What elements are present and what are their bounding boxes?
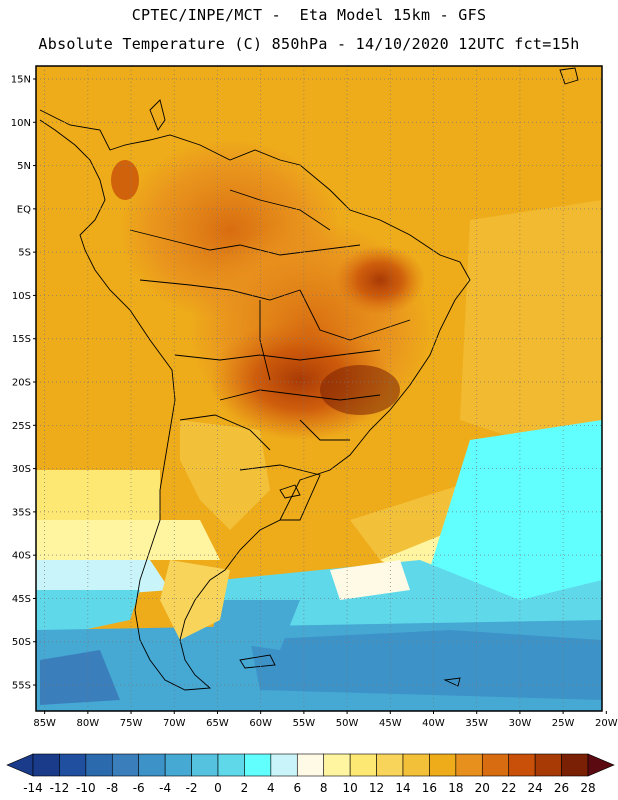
colorbar-swatch: [244, 753, 272, 777]
colorbar-swatch: [429, 753, 457, 777]
lat-tick-label: EQ: [17, 204, 31, 215]
colorbar-swatch: [270, 753, 298, 777]
colorbar-label: -6: [133, 781, 145, 795]
colorbar-min-arrow: [6, 753, 34, 777]
lon-tick-label: 70W: [163, 718, 186, 729]
lat-tick-label: 35S: [12, 507, 31, 518]
lon-tick-label: 60W: [249, 718, 272, 729]
colorbar-label: 14: [395, 781, 410, 795]
temperature-field: [36, 66, 602, 711]
lat-tick-label: 45S: [12, 594, 31, 605]
colorbar-label: 16: [422, 781, 437, 795]
lon-tick-label: 75W: [120, 718, 143, 729]
lat-tick-label: 5N: [17, 161, 31, 172]
colorbar-label: 28: [580, 781, 595, 795]
colorbar-swatch: [508, 753, 536, 777]
colorbar-label: 2: [241, 781, 249, 795]
colorbar-label: -12: [50, 781, 70, 795]
colorbar-swatch: [191, 753, 219, 777]
lon-tick-label: 25W: [552, 718, 575, 729]
colorbar-swatch: [481, 753, 510, 777]
lon-tick-label: 30W: [509, 718, 532, 729]
lon-tick-label: 80W: [77, 718, 100, 729]
lon-tick-label: 40W: [422, 718, 445, 729]
lat-tick-label: 55S: [12, 681, 31, 692]
colorbar-label: 20: [475, 781, 490, 795]
lon-tick-label: 20W: [595, 718, 618, 729]
lat-tick-label: 5S: [18, 248, 31, 259]
colorbar-label: -2: [186, 781, 198, 795]
lon-tick-label: 45W: [379, 718, 402, 729]
lat-tick-label: 50S: [12, 637, 31, 648]
colorbar-swatch: [164, 753, 192, 777]
lat-tick-label: 30S: [12, 464, 31, 475]
colorbar-label: -14: [23, 781, 43, 795]
colorbar-label: 8: [320, 781, 328, 795]
colorbar-label: 18: [448, 781, 463, 795]
colorbar-swatch: [138, 753, 166, 777]
lon-tick-label: 65W: [206, 718, 229, 729]
lon-tick-label: 55W: [293, 718, 316, 729]
colorbar-swatch: [455, 753, 483, 777]
colorbar-label: 22: [501, 781, 516, 795]
colorbar-swatch: [561, 753, 589, 777]
colorbar-swatch: [323, 753, 351, 777]
lat-tick-label: 10S: [12, 291, 31, 302]
colorbar-swatch: [402, 753, 430, 777]
map-frame: [35, 65, 603, 712]
colorbar-label: 26: [554, 781, 569, 795]
lat-tick-label: 10N: [11, 118, 31, 129]
map-subtitle: Absolute Temperature (C) 850hPa - 14/10/…: [38, 35, 580, 53]
lat-tick-label: 15N: [11, 74, 31, 85]
colorbar-swatch: [217, 753, 245, 777]
colorbar-swatch: [111, 753, 140, 777]
colorbar-label: 4: [267, 781, 275, 795]
colorbar-swatch: [534, 753, 562, 777]
colorbar-swatch: [85, 753, 113, 777]
lon-tick-label: 50W: [336, 718, 359, 729]
colorbar-swatch: [376, 753, 404, 777]
lat-tick-label: 20S: [12, 378, 31, 389]
colorbar-swatch: [349, 753, 377, 777]
colorbar-label: -4: [159, 781, 171, 795]
colorbar-label: 12: [369, 781, 384, 795]
colorbar-max-arrow: [587, 753, 615, 777]
colorbar-label: 6: [293, 781, 301, 795]
map-title: CPTEC/INPE/MCT - Eta Model 15km - GFS: [131, 6, 487, 24]
lat-tick-label: 15S: [12, 334, 31, 345]
longitude-labels: 85W 80W 75W 70W 65W 60W 55W 50W 45W 40W 35W 30W 25W 2…: [33, 711, 618, 729]
lon-tick-label: 35W: [465, 718, 488, 729]
colorbar-label: 0: [214, 781, 222, 795]
lat-tick-label: 40S: [12, 551, 31, 562]
colorbar-label: 10: [343, 781, 358, 795]
colorbar: -14 -12 -10 -8 -6 -4 -2 0 2 4 6 8 10 12 14 16 18 20 22 24 26…: [6, 753, 615, 795]
colorbar-swatch: [296, 753, 325, 777]
lat-tick-label: 25S: [12, 421, 31, 432]
colorbar-swatch: [32, 753, 60, 777]
lon-tick-label: 85W: [33, 718, 56, 729]
colorbar-label: -10: [76, 781, 96, 795]
colorbar-label: 24: [528, 781, 543, 795]
colorbar-label: -8: [106, 781, 118, 795]
colorbar-swatch: [59, 753, 87, 777]
latitude-labels: 15N 10N 5N EQ 5S 10S 15S 20S 25S 30S 35S 40S 45S 50S 5…: [11, 74, 36, 692]
